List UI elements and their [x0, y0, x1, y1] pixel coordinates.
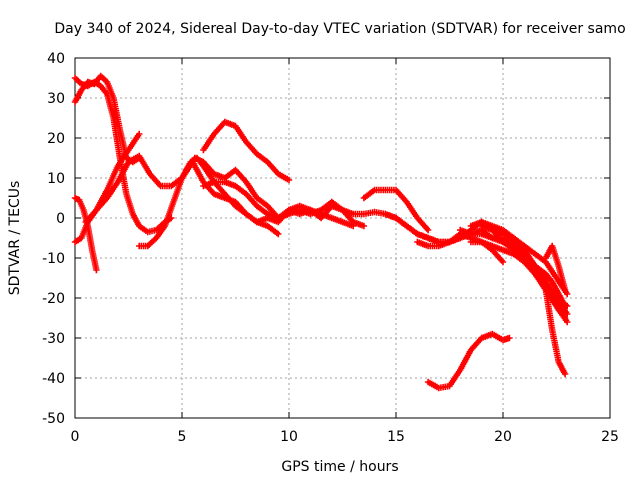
- x-tick-label: 20: [494, 429, 512, 445]
- axis-ticks: 0 5 10 15 20 25 -50 -40 -30 -20 -10 0 10 20 30 40: [42, 51, 619, 445]
- x-tick-label: 0: [71, 429, 80, 445]
- data-point: [93, 266, 100, 274]
- x-tick-label: 5: [178, 429, 187, 445]
- y-tick-label: 20: [47, 131, 65, 147]
- y-tick-label: -30: [42, 331, 65, 347]
- data-point: [564, 318, 571, 326]
- data-point: [499, 258, 507, 266]
- data-point: [360, 222, 368, 230]
- y-tick-label: -50: [42, 411, 65, 427]
- data-point: [561, 302, 569, 310]
- series-track-5: [82, 130, 143, 226]
- y-tick-label: -20: [42, 291, 65, 307]
- series-track-19: [542, 242, 569, 294]
- series-track-9: [183, 154, 368, 230]
- data-point: [506, 334, 513, 342]
- series-track-3: [71, 194, 100, 274]
- chart-title: Day 340 of 2024, Sidereal Day-to-day VTE…: [54, 21, 625, 37]
- y-tick-label: 40: [47, 51, 65, 67]
- x-axis-label: GPS time / hours: [281, 459, 398, 475]
- x-tick-label: 15: [387, 429, 405, 445]
- plot-frame: [74, 57, 611, 419]
- data-point: [275, 230, 282, 238]
- y-tick-label: 10: [47, 171, 65, 187]
- y-tick-label: -10: [42, 251, 65, 267]
- series-track-18: [531, 262, 569, 310]
- data-point: [561, 370, 569, 378]
- x-tick-label: 25: [601, 429, 619, 445]
- data-point: [561, 314, 569, 322]
- data-point: [285, 176, 293, 184]
- series-track-2: [71, 72, 143, 166]
- x-tick-label: 10: [280, 429, 298, 445]
- y-axis-label: SDTVAR / TECUs: [7, 181, 23, 296]
- y-tick-label: 30: [47, 91, 65, 107]
- series-track-20: [457, 230, 507, 266]
- series-track-21: [424, 330, 513, 392]
- series-layer: [71, 72, 571, 392]
- series-track-11: [360, 186, 432, 234]
- data-point: [561, 286, 569, 294]
- data-point: [564, 290, 571, 298]
- series-track-8: [200, 118, 293, 184]
- y-tick-label: -40: [42, 371, 65, 387]
- data-point: [424, 226, 432, 234]
- y-tick-label: 0: [56, 211, 65, 227]
- data-point: [136, 130, 143, 138]
